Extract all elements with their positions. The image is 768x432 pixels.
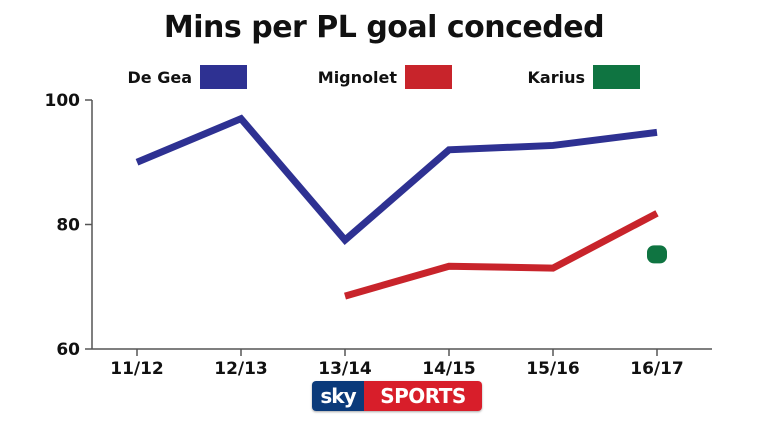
series-layer — [135, 114, 667, 300]
y-tick-label: 100 — [45, 91, 81, 111]
legend-label-karius: Karius — [528, 68, 585, 87]
brand-sports-text: SPORTS — [364, 381, 482, 411]
x-tick-label: 13/14 — [318, 359, 372, 379]
sky-sports-logo: sky SPORTS — [312, 381, 482, 411]
x-tick-label: 15/16 — [526, 359, 580, 379]
karius-data-point — [647, 245, 667, 264]
x-axis-ticks: 11/12 12/13 13/14 14/15 15/16 16/17 — [110, 349, 684, 379]
legend-swatch-karius — [593, 65, 640, 89]
legend-label-de-gea: De Gea — [128, 68, 192, 87]
y-tick-label: 80 — [56, 216, 80, 236]
mignolet-series-line — [344, 210, 659, 300]
y-tick-label: 60 — [56, 340, 80, 360]
x-tick-label: 11/12 — [110, 359, 164, 379]
legend-swatch-mignolet — [405, 65, 452, 89]
legend-label-mignolet: Mignolet — [318, 68, 398, 87]
x-tick-label: 16/17 — [630, 359, 684, 379]
brand-sky-text: sky — [312, 381, 364, 411]
x-tick-label: 12/13 — [214, 359, 268, 379]
legend: De Gea Mignolet Karius — [128, 65, 640, 89]
x-tick-label: 14/15 — [422, 359, 476, 379]
de-gea-series-line — [135, 114, 658, 246]
y-axis-ticks: 60 80 100 — [45, 91, 92, 360]
legend-swatch-de-gea — [200, 65, 247, 89]
chart-title: Mins per PL goal conceded — [163, 10, 605, 45]
